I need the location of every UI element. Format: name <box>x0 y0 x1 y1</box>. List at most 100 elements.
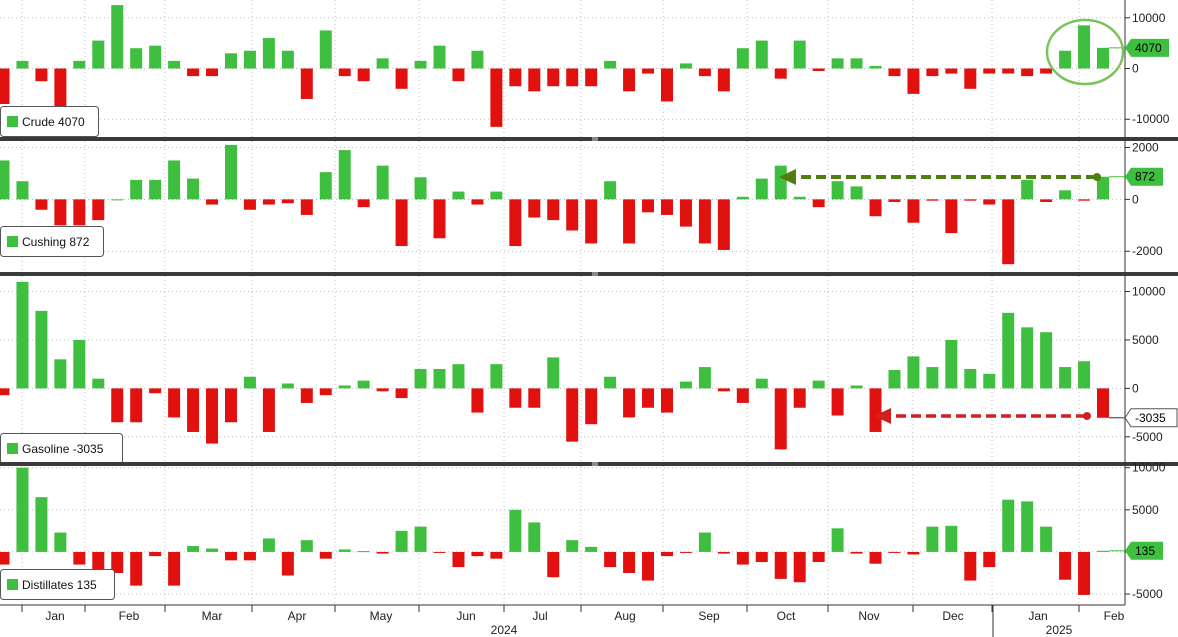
bar <box>187 178 200 200</box>
bar <box>243 376 256 389</box>
bar <box>35 199 48 210</box>
bar <box>149 388 162 394</box>
month-label: Sep <box>698 609 720 623</box>
last-value-tag <box>1125 167 1163 186</box>
bar <box>206 199 219 205</box>
bar <box>1040 68 1053 74</box>
bar <box>907 68 920 94</box>
bar <box>793 196 806 200</box>
bar <box>168 160 181 200</box>
last-value-tag <box>1125 38 1169 57</box>
bar <box>736 551 749 565</box>
bar <box>452 191 465 200</box>
bar <box>111 551 124 573</box>
bar <box>1059 190 1072 200</box>
bar <box>0 388 10 396</box>
bar <box>206 68 219 77</box>
bar <box>1040 332 1053 389</box>
bar <box>528 68 541 92</box>
bar <box>262 388 275 432</box>
bar <box>433 369 446 389</box>
bar <box>395 530 408 552</box>
bar <box>623 68 636 92</box>
bar <box>338 68 351 77</box>
bar <box>698 199 711 244</box>
last-value-label: -3035 <box>1135 411 1166 425</box>
bar <box>1097 176 1109 200</box>
bar <box>224 551 237 561</box>
bar <box>755 378 768 389</box>
bar <box>717 388 730 392</box>
bar <box>0 160 10 200</box>
bar <box>945 525 958 552</box>
panel-separator <box>0 272 1178 276</box>
legend-label: Gasoline -3035 <box>22 442 104 456</box>
bar <box>755 551 768 563</box>
month-label: Feb <box>1104 609 1125 623</box>
bar <box>774 388 787 450</box>
annotations <box>779 18 1125 424</box>
bar <box>869 551 882 564</box>
bar <box>850 385 863 389</box>
bar <box>376 551 389 554</box>
bar <box>642 551 655 581</box>
bar <box>130 179 143 200</box>
bar <box>471 50 484 69</box>
legend-label: Crude 4070 <box>22 115 85 129</box>
bar <box>16 181 29 200</box>
bar <box>1021 179 1034 200</box>
month-label: Jan <box>1028 609 1047 623</box>
panel-separator <box>0 462 1178 466</box>
bar <box>281 383 294 389</box>
bar <box>168 60 181 69</box>
bar <box>471 551 484 557</box>
bar <box>623 199 636 244</box>
bar <box>319 388 332 396</box>
bar <box>490 68 503 127</box>
bar <box>604 376 617 389</box>
y-tick-label: -5000 <box>1132 430 1163 444</box>
bar <box>130 388 143 423</box>
bar <box>111 5 124 69</box>
bar <box>300 199 313 215</box>
bar <box>73 339 86 389</box>
bar <box>73 199 86 226</box>
month-label: Feb <box>119 609 140 623</box>
bar <box>262 538 275 552</box>
bar <box>187 388 200 432</box>
bar <box>395 68 408 89</box>
bar <box>547 357 560 389</box>
bar <box>338 549 351 552</box>
bar <box>1097 388 1109 418</box>
bar <box>528 522 541 552</box>
bar <box>1078 551 1091 595</box>
bar <box>983 199 996 205</box>
bar <box>35 68 48 82</box>
bar <box>926 367 939 389</box>
bar <box>149 179 162 200</box>
y-tick-label: 2000 <box>1132 140 1159 154</box>
separator-handle <box>592 137 598 141</box>
bar <box>1097 47 1109 69</box>
bar <box>1021 68 1034 77</box>
bar <box>471 388 484 413</box>
bar <box>92 551 105 573</box>
bar <box>1002 68 1015 74</box>
bar <box>16 60 29 69</box>
bar <box>376 58 389 69</box>
bar <box>433 199 446 239</box>
bar <box>376 388 389 392</box>
bar <box>907 551 920 555</box>
legend-swatch <box>7 579 18 590</box>
bar <box>717 551 730 554</box>
bar <box>452 364 465 389</box>
bar <box>964 369 977 389</box>
bar <box>35 497 48 552</box>
bar <box>224 144 237 200</box>
y-tick-label: 10000 <box>1132 11 1166 25</box>
bar <box>262 38 275 69</box>
bar <box>888 199 901 202</box>
bar <box>92 40 105 69</box>
bar <box>357 199 370 208</box>
bar <box>1078 361 1091 389</box>
